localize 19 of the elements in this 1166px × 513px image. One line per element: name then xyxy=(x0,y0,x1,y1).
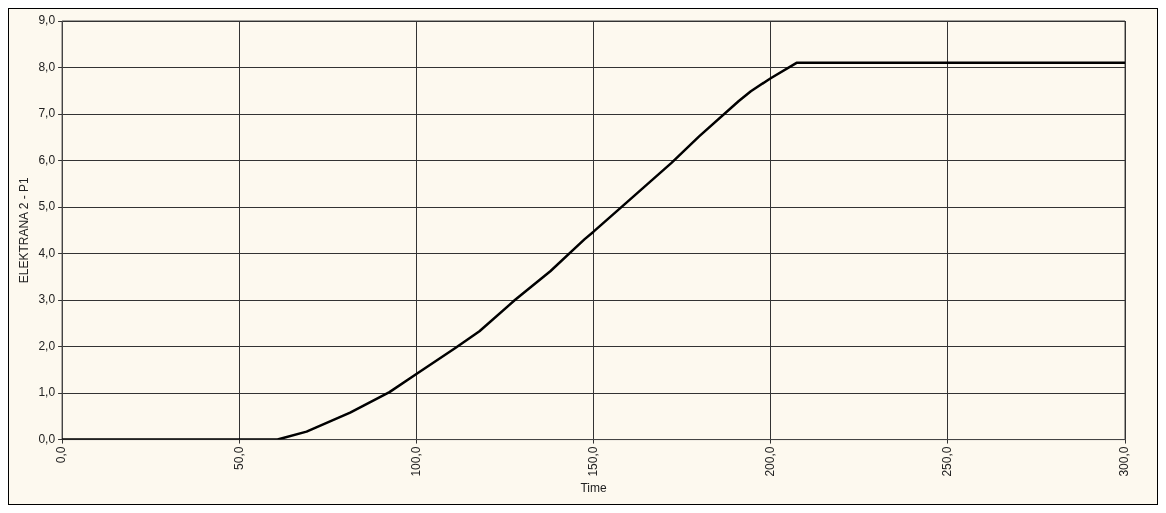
y-tick-label: 3,0 xyxy=(38,292,56,307)
x-tick-label: 150,0 xyxy=(585,446,600,477)
y-tick-label: 5,0 xyxy=(38,199,56,214)
x-tick-label: 300,0 xyxy=(1117,446,1132,477)
y-tick-label: 8,0 xyxy=(38,59,56,74)
y-tick-label: 0,0 xyxy=(38,431,56,446)
x-axis-title: Time xyxy=(580,481,607,496)
y-tick-label: 2,0 xyxy=(38,338,56,353)
y-tick-label: 4,0 xyxy=(38,245,56,260)
x-tick-label: 250,0 xyxy=(940,446,955,477)
y-tick-label: 1,0 xyxy=(38,385,56,400)
x-tick-label: 50,0 xyxy=(231,446,246,470)
y-axis-title: ELEKTRANA 2 - P1 xyxy=(16,176,31,284)
y-tick-label: 9,0 xyxy=(38,13,56,28)
x-tick-label: 0,0 xyxy=(54,446,69,464)
x-tick-label: 200,0 xyxy=(763,446,778,477)
x-tick-label: 100,0 xyxy=(408,446,423,477)
y-tick-label: 7,0 xyxy=(38,106,56,121)
y-tick-label: 6,0 xyxy=(38,152,56,167)
